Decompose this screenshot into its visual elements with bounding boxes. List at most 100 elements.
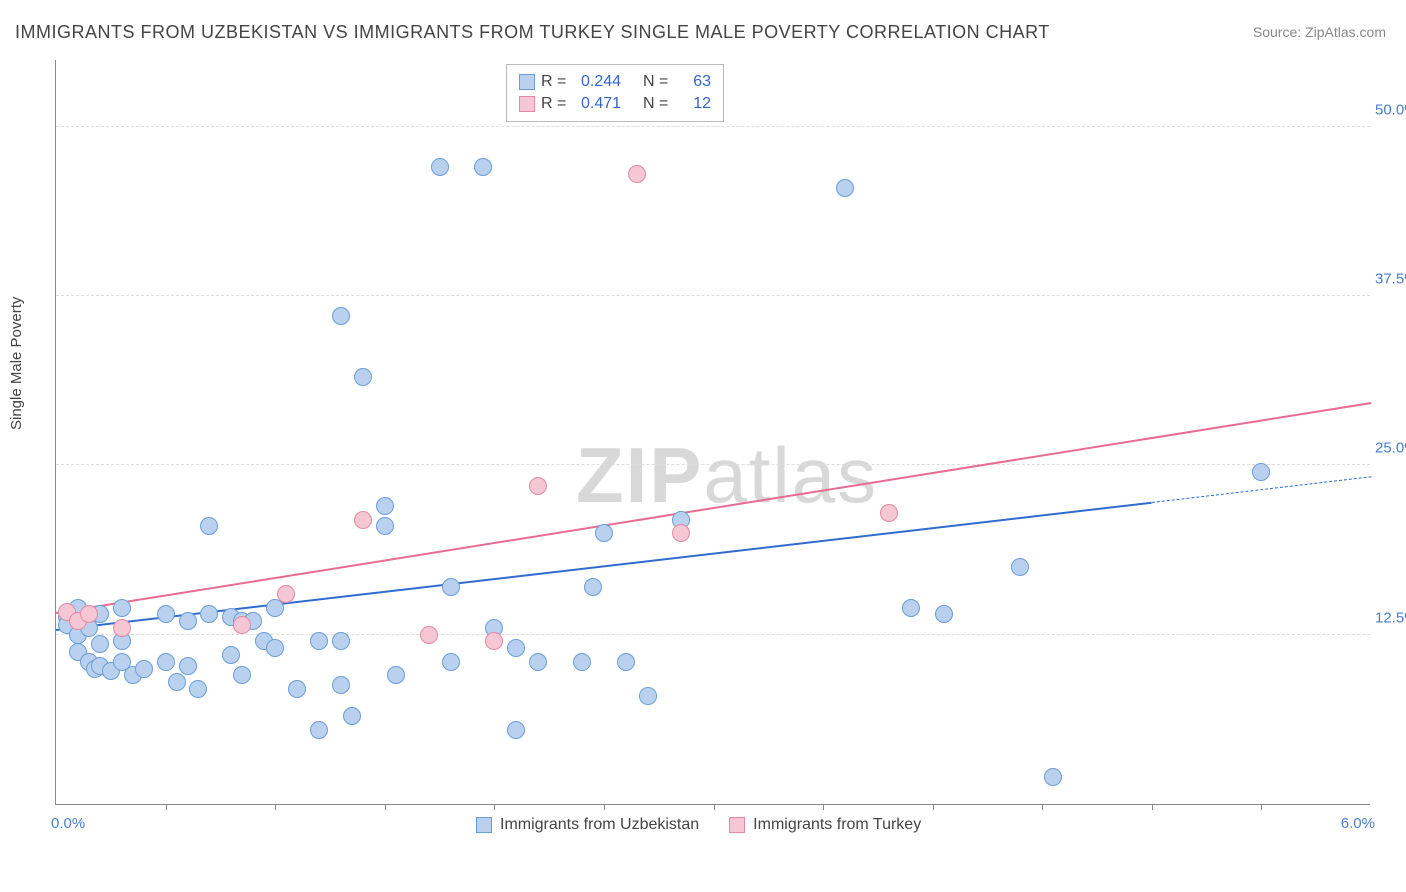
data-point <box>332 676 350 694</box>
watermark-bold: ZIP <box>576 431 703 519</box>
x-min-label: 0.0% <box>51 815 85 832</box>
gridline <box>56 634 1370 635</box>
legend-swatch <box>476 817 492 833</box>
data-point <box>266 639 284 657</box>
data-point <box>332 307 350 325</box>
data-point <box>113 599 131 617</box>
legend-item: Immigrants from Turkey <box>729 816 921 834</box>
x-tick <box>166 804 167 810</box>
y-axis-label: Single Male Poverty <box>8 297 25 430</box>
correlation-legend: R = 0.244 N = 63 R = 0.471 N = 12 <box>506 64 724 122</box>
gridline <box>56 126 1370 127</box>
legend-series-name: Immigrants from Turkey <box>753 816 921 834</box>
legend-n-label: N = <box>643 95 677 113</box>
y-tick-label: 25.0% <box>1375 440 1406 457</box>
x-tick <box>933 804 934 810</box>
legend-r-value: 0.471 <box>581 95 637 113</box>
legend-r-label: R = <box>541 95 575 113</box>
data-point <box>507 721 525 739</box>
x-max-label: 6.0% <box>1341 815 1375 832</box>
data-point <box>376 497 394 515</box>
x-tick <box>1042 804 1043 810</box>
data-point <box>277 585 295 603</box>
data-point <box>880 504 898 522</box>
data-point <box>310 721 328 739</box>
data-point <box>442 578 460 596</box>
data-point <box>387 666 405 684</box>
data-point <box>332 632 350 650</box>
data-point <box>343 707 361 725</box>
legend-series-name: Immigrants from Uzbekistan <box>500 816 699 834</box>
legend-r-label: R = <box>541 73 575 91</box>
data-point <box>672 524 690 542</box>
gridline <box>56 295 1370 296</box>
data-point <box>354 368 372 386</box>
data-point <box>233 666 251 684</box>
data-point <box>529 653 547 671</box>
data-point <box>113 619 131 637</box>
legend-swatch <box>729 817 745 833</box>
data-point <box>91 635 109 653</box>
data-point <box>200 605 218 623</box>
y-tick-label: 50.0% <box>1375 101 1406 118</box>
x-tick <box>714 804 715 810</box>
legend-row: R = 0.244 N = 63 <box>519 71 711 93</box>
data-point <box>420 626 438 644</box>
data-point <box>836 179 854 197</box>
data-point <box>179 612 197 630</box>
x-tick <box>1152 804 1153 810</box>
legend-n-value: 12 <box>683 95 711 113</box>
y-tick-label: 37.5% <box>1375 271 1406 288</box>
chart-container: IMMIGRANTS FROM UZBEKISTAN VS IMMIGRANTS… <box>0 0 1406 892</box>
data-point <box>189 680 207 698</box>
data-point <box>288 680 306 698</box>
data-point <box>157 605 175 623</box>
x-tick <box>823 804 824 810</box>
data-point <box>222 646 240 664</box>
gridline <box>56 464 1370 465</box>
data-point <box>200 517 218 535</box>
legend-swatch <box>519 96 535 112</box>
x-tick <box>604 804 605 810</box>
plot-area: ZIPatlas 12.5%25.0%37.5%50.0%0.0%6.0%R =… <box>55 60 1370 805</box>
legend-n-label: N = <box>643 73 677 91</box>
data-point <box>529 477 547 495</box>
data-point <box>376 517 394 535</box>
legend-swatch <box>519 74 535 90</box>
data-point <box>168 673 186 691</box>
data-point <box>80 605 98 623</box>
data-point <box>617 653 635 671</box>
x-tick <box>494 804 495 810</box>
legend-row: R = 0.471 N = 12 <box>519 93 711 115</box>
legend-n-value: 63 <box>683 73 711 91</box>
data-point <box>442 653 460 671</box>
data-point <box>1044 768 1062 786</box>
data-point <box>639 687 657 705</box>
legend-item: Immigrants from Uzbekistan <box>476 816 699 834</box>
data-point <box>628 165 646 183</box>
x-tick <box>385 804 386 810</box>
data-point <box>179 657 197 675</box>
data-point <box>1011 558 1029 576</box>
data-point <box>354 511 372 529</box>
data-point <box>584 578 602 596</box>
y-tick-label: 12.5% <box>1375 609 1406 626</box>
x-tick <box>275 804 276 810</box>
series-legend: Immigrants from Uzbekistan Immigrants fro… <box>476 816 921 834</box>
data-point <box>474 158 492 176</box>
data-point <box>233 616 251 634</box>
data-point <box>485 632 503 650</box>
data-point <box>902 599 920 617</box>
source-attribution: Source: ZipAtlas.com <box>1253 24 1386 40</box>
chart-title: IMMIGRANTS FROM UZBEKISTAN VS IMMIGRANTS… <box>15 22 1050 43</box>
regression-line <box>56 402 1371 614</box>
legend-r-value: 0.244 <box>581 73 637 91</box>
data-point <box>157 653 175 671</box>
data-point <box>135 660 153 678</box>
data-point <box>573 653 591 671</box>
x-tick <box>1261 804 1262 810</box>
data-point <box>507 639 525 657</box>
regression-line <box>56 501 1152 630</box>
data-point <box>310 632 328 650</box>
watermark: ZIPatlas <box>576 430 878 521</box>
